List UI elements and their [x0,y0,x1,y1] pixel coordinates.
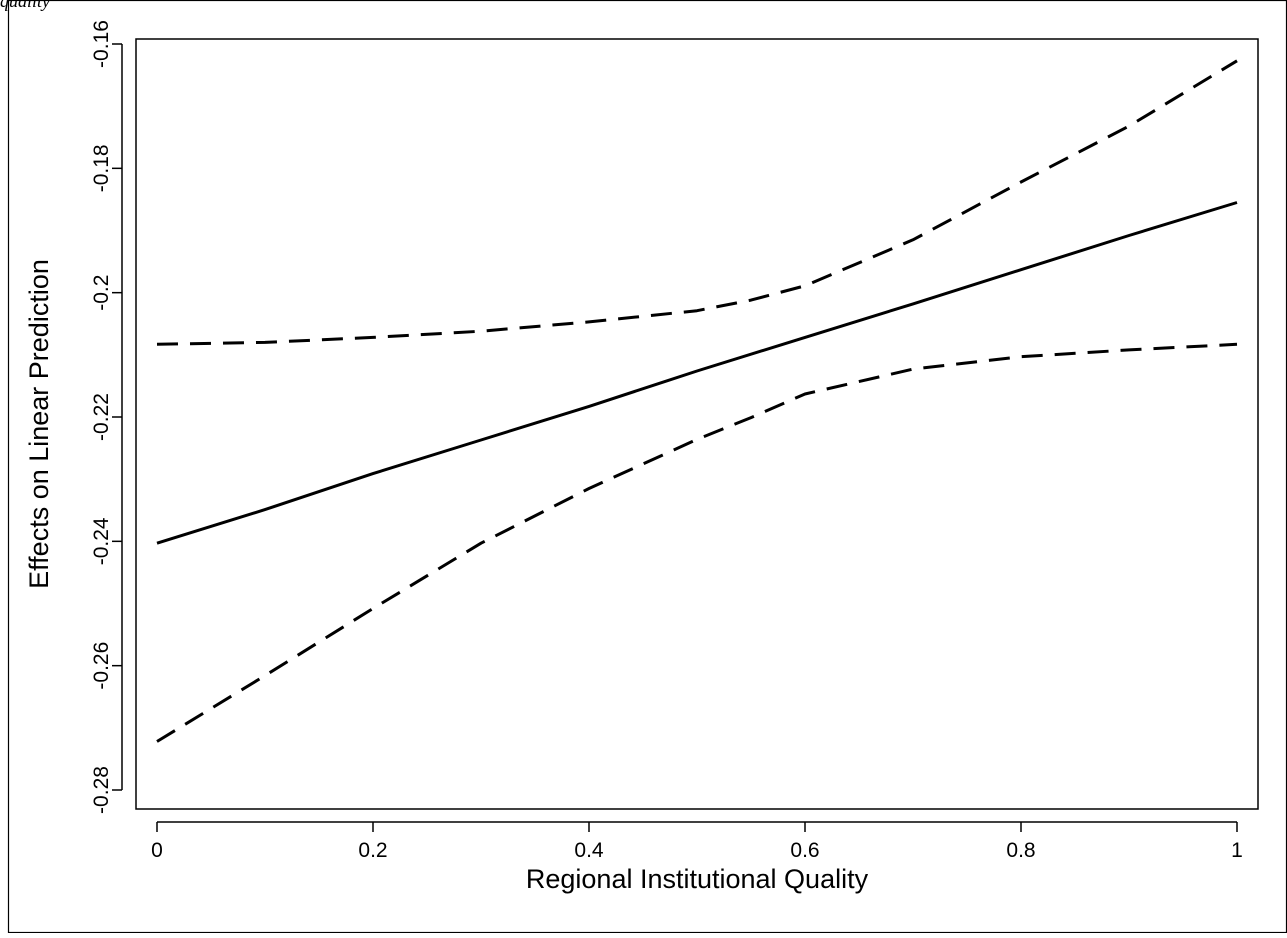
x-tick-label: 0.4 [574,839,604,862]
lower-bound-dashed-line [156,342,1238,743]
x-axis: 0 0.2 0.4 0.6 0.8 1 [151,821,1243,862]
y-tick-label: -0.28 [90,766,113,814]
x-tick-label: 0.6 [790,839,819,862]
y-axis-label: Effects on Linear Prediction [24,259,54,589]
y-axis: -0.28 -0.26 -0.24 -0.22 -0.2 -0.18 -0.16 [90,20,123,814]
plot-frame [135,38,1259,810]
x-tick-label: 0 [151,839,163,862]
x-tick-label: 0.2 [358,839,387,862]
upper-bound-dashed-line [156,59,1238,346]
y-tick-label: -0.26 [90,642,113,690]
x-tick-label: 1 [1231,839,1243,862]
y-tick-label: -0.16 [90,20,113,68]
figure-border [7,0,1287,934]
x-tick-label: 0.8 [1006,839,1035,862]
y-tick-label: -0.2 [90,275,113,311]
x-axis-label: Regional Institutional Quality [526,864,869,894]
estimate-line [156,201,1238,545]
series-layer [156,59,1238,743]
y-tick-label: -0.18 [90,144,113,192]
y-tick-label: -0.22 [90,393,113,441]
top-text-fragment: quality [0,0,50,11]
y-tick-label: -0.24 [90,517,113,565]
